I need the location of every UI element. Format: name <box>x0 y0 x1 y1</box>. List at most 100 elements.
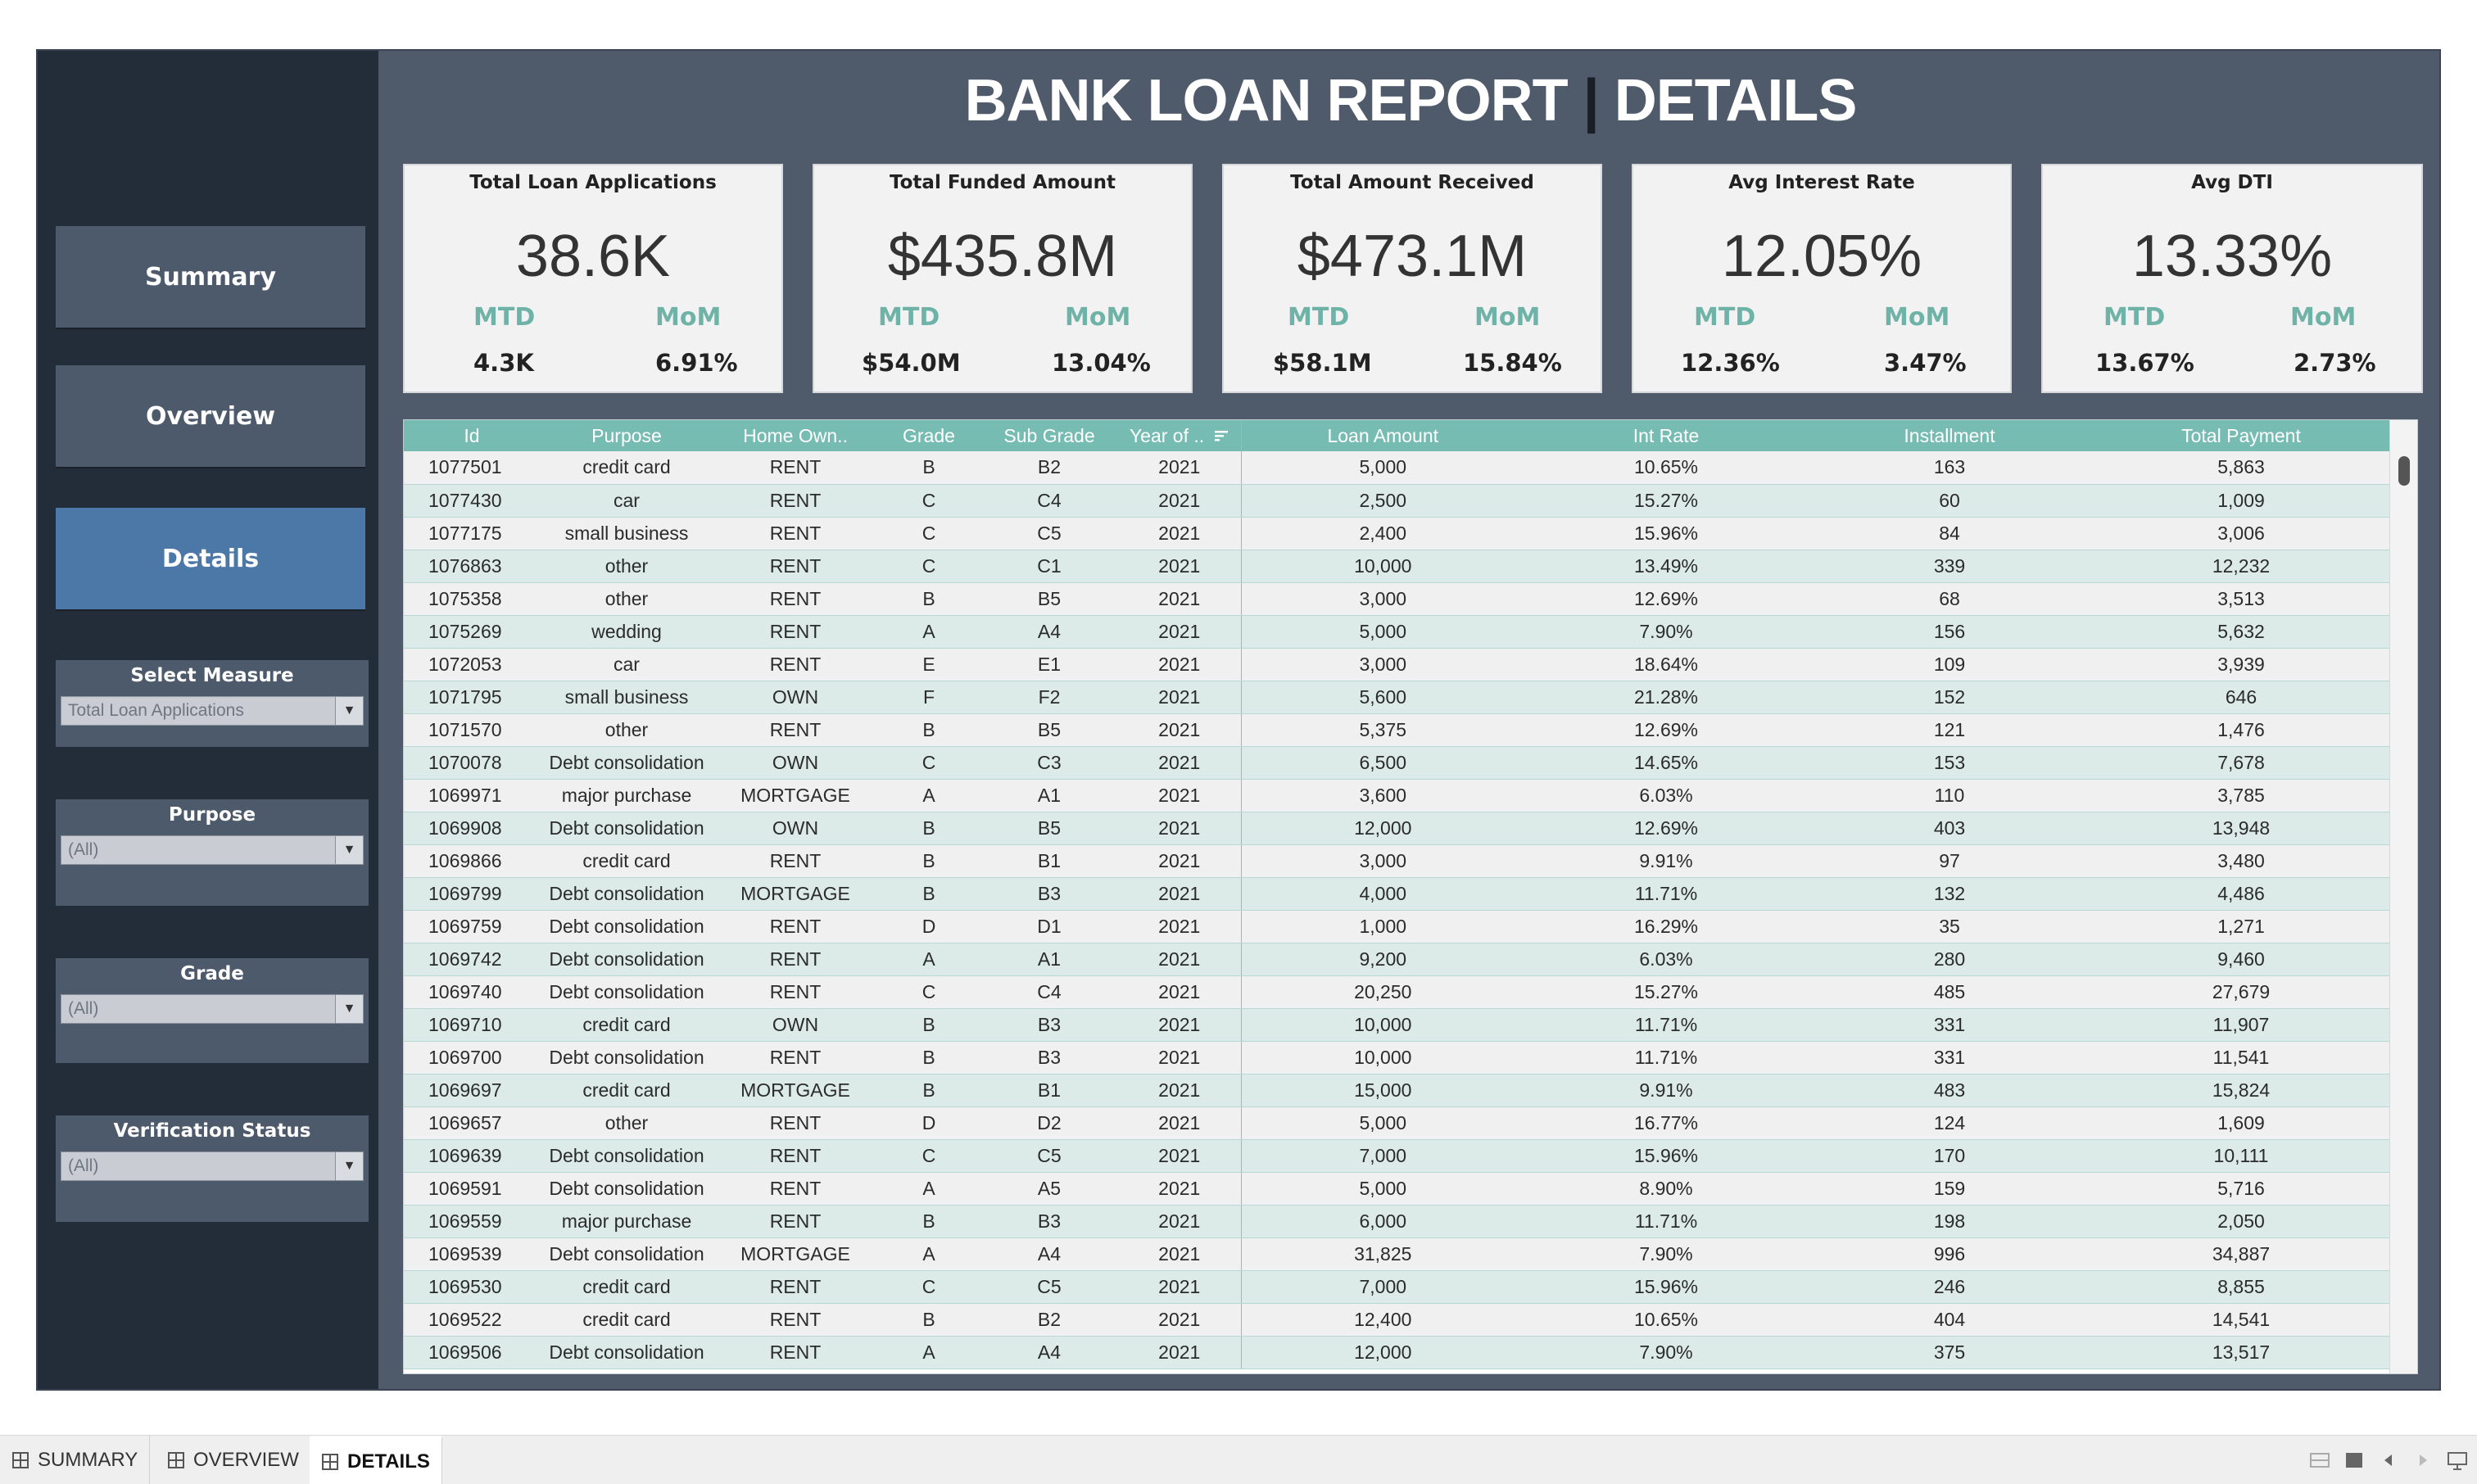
cell-int-rate: 11.71% <box>1524 1008 1808 1042</box>
cell-int-rate: 7.90% <box>1524 1336 1808 1369</box>
cell-purpose: Debt consolidation <box>540 1237 713 1271</box>
dropdown-caret-icon[interactable]: ▼ <box>335 1152 363 1180</box>
cell-total-payment: 3,785 <box>2091 779 2391 812</box>
cell-int-rate: 6.03% <box>1524 779 1808 812</box>
verification-dropdown[interactable]: (All) ▼ <box>61 1151 364 1181</box>
table-row[interactable]: 1069971 major purchase MORTGAGE A A1 2021 3,60… <box>404 779 2391 812</box>
loan-details-table[interactable]: Id Purpose Home Own.. Grade Sub Grade Ye… <box>403 419 2418 1374</box>
cell-installment: 132 <box>1808 877 2091 911</box>
table-row[interactable]: 1069639 Debt consolidation RENT C C5 2021 7,00… <box>404 1139 2391 1173</box>
nav-details-button[interactable]: Details <box>56 508 365 609</box>
next-sheet-icon[interactable] <box>2411 1449 2434 1472</box>
kpi-total-funded-amount: Total Funded Amount $435.8M MTD MoM $54.… <box>813 164 1193 393</box>
sheet-tab-summary[interactable]: SUMMARY <box>0 1436 151 1484</box>
column-header-id[interactable]: Id <box>404 420 540 451</box>
table-row[interactable]: 1077501 credit card RENT B B2 2021 5,000 10.65%… <box>404 451 2391 485</box>
filter-label: Verification Status <box>113 1120 311 1142</box>
cell-home-ownership: RENT <box>713 1205 877 1238</box>
cell-purpose: credit card <box>540 1303 713 1337</box>
table-row[interactable]: 1069506 Debt consolidation RENT A A4 2021 12,0… <box>404 1336 2391 1369</box>
cell-year: 2021 <box>1118 713 1242 747</box>
column-header-year-label: Year of .. <box>1129 424 1205 446</box>
sheet-tab-overview[interactable]: OVERVIEW <box>156 1436 311 1484</box>
table-row[interactable]: 1069559 major purchase RENT B B3 2021 6,000 11.… <box>404 1205 2391 1238</box>
column-header-purpose[interactable]: Purpose <box>540 420 713 451</box>
cell-purpose: credit card <box>540 451 713 485</box>
table-row[interactable]: 1069908 Debt consolidation OWN B B5 2021 12,00… <box>404 812 2391 845</box>
table-row[interactable]: 1075358 other RENT B B5 2021 3,000 12.69% 68 3,51… <box>404 582 2391 616</box>
sort-icon[interactable] <box>1213 428 1229 445</box>
column-header-installment[interactable]: Installment <box>1808 420 2091 451</box>
cell-grade: C <box>877 550 980 583</box>
filmstrip-view-icon[interactable] <box>2308 1449 2331 1472</box>
table-row[interactable]: 1069657 other RENT D D2 2021 5,000 16.77% 124 1,6… <box>404 1106 2391 1140</box>
cell-year: 2021 <box>1118 648 1242 681</box>
column-header-total-payment[interactable]: Total Payment <box>2091 420 2391 451</box>
cell-installment: 159 <box>1808 1172 2091 1206</box>
previous-sheet-icon[interactable] <box>2377 1449 2400 1472</box>
table-row[interactable]: 1075269 wedding RENT A A4 2021 5,000 7.90% 156 5,… <box>404 615 2391 649</box>
cell-loan-amount: 5,000 <box>1241 615 1524 649</box>
cell-id: 1077430 <box>404 484 540 518</box>
table-row[interactable]: 1077430 car RENT C C4 2021 2,500 15.27% 60 1,009 <box>404 484 2391 518</box>
table-row[interactable]: 1069700 Debt consolidation RENT B B3 2021 10,0… <box>404 1041 2391 1075</box>
column-header-year[interactable]: Year of .. <box>1118 420 1242 451</box>
table-row[interactable]: 1076863 other RENT C C1 2021 10,000 13.49% 339 12… <box>404 550 2391 583</box>
sheet-tab-details[interactable]: DETAILS <box>310 1436 442 1484</box>
table-row[interactable]: 1071570 other RENT B B5 2021 5,375 12.69% 121 1,4… <box>404 713 2391 747</box>
table-row[interactable]: 1069740 Debt consolidation RENT C C4 2021 20,2… <box>404 975 2391 1009</box>
dropdown-caret-icon[interactable]: ▼ <box>335 697 363 725</box>
column-header-home-ownership[interactable]: Home Own.. <box>713 420 877 451</box>
table-row[interactable]: 1071795 small business OWN F F2 2021 5,600 21.2… <box>404 681 2391 714</box>
measure-dropdown[interactable]: Total Loan Applications ▼ <box>61 696 364 726</box>
column-header-int-rate[interactable]: Int Rate <box>1524 420 1808 451</box>
kpi-mtd-label: MTD <box>1288 303 1350 332</box>
cell-home-ownership: RENT <box>713 910 877 943</box>
scrollbar-thumb[interactable] <box>2398 456 2410 486</box>
table-row[interactable]: 1069522 credit card RENT B B2 2021 12,400 10.65… <box>404 1303 2391 1337</box>
cell-grade: D <box>877 1106 980 1140</box>
table-row[interactable]: 1069866 credit card RENT B B1 2021 3,000 9.91% 9… <box>404 844 2391 878</box>
cell-year: 2021 <box>1118 1205 1242 1238</box>
cell-total-payment: 1,476 <box>2091 713 2391 747</box>
table-row[interactable]: 1072053 car RENT E E1 2021 3,000 18.64% 109 3,939 <box>404 648 2391 681</box>
cell-sub-grade: A1 <box>980 943 1118 976</box>
kpi-mom-value: 2.73% <box>2294 349 2376 377</box>
grade-dropdown[interactable]: (All) ▼ <box>61 994 364 1024</box>
table-row[interactable]: 1069742 Debt consolidation RENT A A1 2021 9,20… <box>404 943 2391 976</box>
kpi-value: 13.33% <box>2131 224 2333 289</box>
purpose-dropdown[interactable]: (All) ▼ <box>61 835 364 865</box>
table-row[interactable]: 1069799 Debt consolidation MORTGAGE B B3 2021… <box>404 877 2391 911</box>
cell-int-rate: 15.96% <box>1524 1139 1808 1173</box>
cell-int-rate: 8.90% <box>1524 1172 1808 1206</box>
cell-loan-amount: 7,000 <box>1241 1270 1524 1304</box>
table-row[interactable]: 1070078 Debt consolidation OWN C C3 2021 6,500… <box>404 746 2391 780</box>
cell-total-payment: 3,939 <box>2091 648 2391 681</box>
cell-loan-amount: 10,000 <box>1241 1041 1524 1075</box>
tab-view-icon[interactable] <box>2343 1449 2366 1472</box>
table-row[interactable]: 1069697 credit card MORTGAGE B B1 2021 15,000 9… <box>404 1074 2391 1107</box>
table-row[interactable]: 1069539 Debt consolidation MORTGAGE A A4 2021… <box>404 1237 2391 1271</box>
table-row[interactable]: 1069759 Debt consolidation RENT D D1 2021 1,00… <box>404 910 2391 943</box>
cell-total-payment: 1,609 <box>2091 1106 2391 1140</box>
table-row[interactable]: 1069710 credit card OWN B B3 2021 10,000 11.71%… <box>404 1008 2391 1042</box>
cell-sub-grade: B5 <box>980 582 1118 616</box>
dropdown-caret-icon[interactable]: ▼ <box>335 836 363 864</box>
column-header-sub-grade[interactable]: Sub Grade <box>980 420 1118 451</box>
nav-overview-button[interactable]: Overview <box>56 365 365 467</box>
cell-year: 2021 <box>1118 812 1242 845</box>
column-header-loan-amount[interactable]: Loan Amount <box>1241 420 1524 451</box>
cell-sub-grade: B2 <box>980 451 1118 485</box>
dropdown-caret-icon[interactable]: ▼ <box>335 995 363 1023</box>
nav-summary-button[interactable]: Summary <box>56 226 365 328</box>
column-header-grade[interactable]: Grade <box>877 420 980 451</box>
table-row[interactable]: 1077175 small business RENT C C5 2021 2,400 15.… <box>404 517 2391 550</box>
presentation-mode-icon[interactable] <box>2446 1449 2469 1472</box>
vertical-scrollbar[interactable] <box>2389 420 2417 1373</box>
table-row[interactable]: 1069530 credit card RENT C C5 2021 7,000 15.96%… <box>404 1270 2391 1304</box>
cell-year: 2021 <box>1118 1008 1242 1042</box>
cell-home-ownership: RENT <box>713 615 877 649</box>
cell-loan-amount: 5,375 <box>1241 713 1524 747</box>
table-row[interactable]: 1069591 Debt consolidation RENT A A5 2021 5,00… <box>404 1172 2391 1206</box>
cell-year: 2021 <box>1118 615 1242 649</box>
